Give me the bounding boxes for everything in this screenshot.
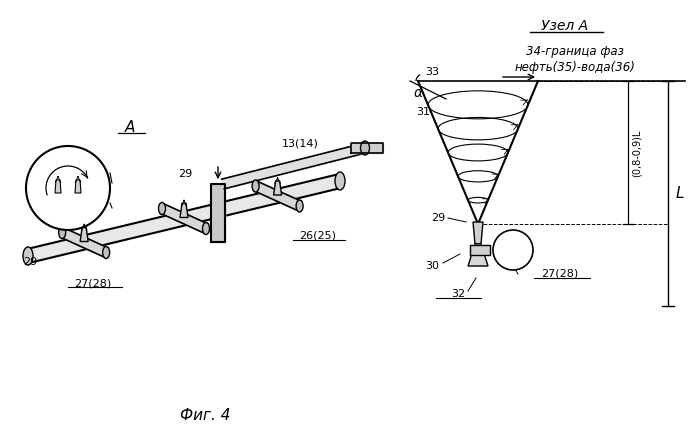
Polygon shape (468, 244, 488, 266)
Text: 30: 30 (425, 261, 439, 271)
Ellipse shape (202, 223, 209, 235)
Ellipse shape (103, 247, 110, 259)
Text: (0,8-0,9)L: (0,8-0,9)L (632, 129, 642, 177)
Text: 34-граница фаз: 34-граница фаз (526, 45, 624, 58)
Ellipse shape (158, 202, 165, 215)
Text: 29: 29 (23, 257, 37, 267)
Ellipse shape (59, 227, 66, 239)
Text: L: L (676, 186, 685, 202)
Polygon shape (351, 143, 383, 153)
Polygon shape (160, 204, 208, 233)
Polygon shape (180, 203, 188, 218)
Ellipse shape (23, 247, 33, 265)
Text: 27(28): 27(28) (541, 269, 579, 279)
Polygon shape (27, 174, 342, 263)
Text: А: А (125, 120, 135, 136)
Polygon shape (473, 222, 483, 244)
Ellipse shape (360, 141, 370, 155)
Polygon shape (211, 184, 225, 242)
Text: 13(14): 13(14) (281, 138, 318, 148)
Polygon shape (60, 228, 108, 257)
Ellipse shape (296, 200, 303, 212)
Text: α: α (414, 86, 423, 100)
Text: 31: 31 (416, 107, 430, 117)
Text: 33: 33 (425, 67, 439, 77)
Polygon shape (253, 182, 302, 211)
Circle shape (26, 146, 110, 230)
Polygon shape (80, 227, 88, 241)
Text: 27(28): 27(28) (74, 278, 111, 288)
Text: 32: 32 (451, 289, 465, 299)
Ellipse shape (252, 180, 259, 192)
Text: Узел А: Узел А (541, 19, 589, 33)
Text: 26(25): 26(25) (300, 231, 337, 241)
Text: 29: 29 (431, 213, 445, 223)
Ellipse shape (335, 172, 345, 190)
Text: Фиг. 4: Фиг. 4 (180, 409, 230, 424)
Text: нефть(35)-вода(36): нефть(35)-вода(36) (514, 62, 636, 74)
Polygon shape (55, 180, 61, 193)
Polygon shape (470, 245, 490, 255)
Text: 29: 29 (178, 169, 192, 179)
Polygon shape (222, 143, 366, 189)
Circle shape (493, 230, 533, 270)
Polygon shape (274, 181, 281, 195)
Polygon shape (75, 180, 81, 193)
